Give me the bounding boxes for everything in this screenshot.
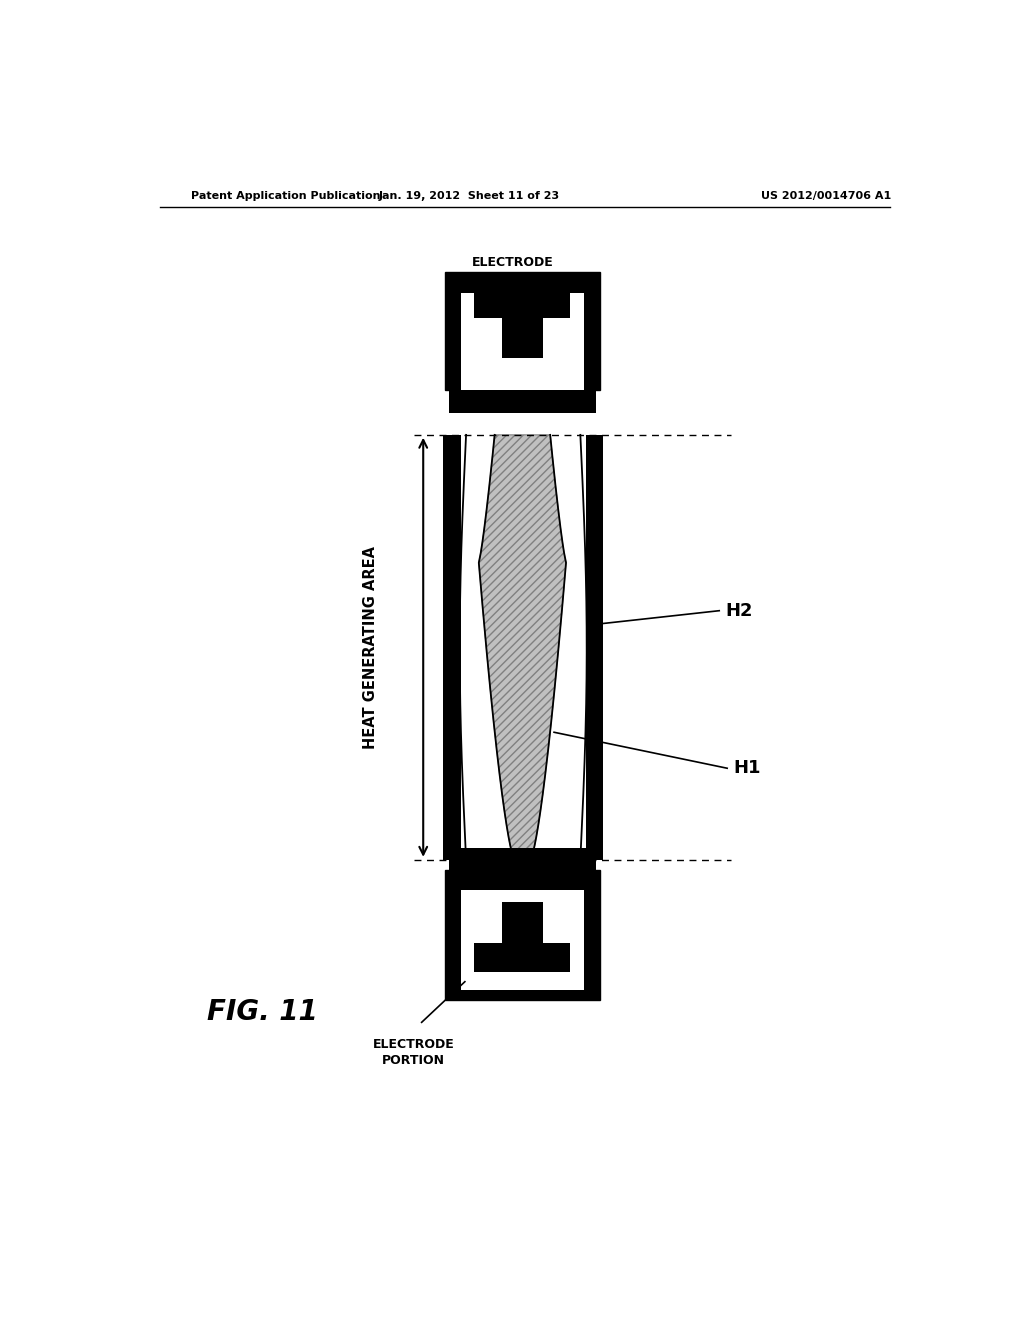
Bar — [502, 318, 544, 358]
Bar — [449, 385, 596, 412]
Bar — [461, 890, 584, 990]
Bar — [445, 272, 600, 391]
Text: Jan. 19, 2012  Sheet 11 of 23: Jan. 19, 2012 Sheet 11 of 23 — [379, 191, 560, 201]
Text: HEAT GENERATING AREA: HEAT GENERATING AREA — [362, 545, 378, 748]
Text: ELECTRODE
PORTION: ELECTRODE PORTION — [472, 256, 554, 285]
Text: US 2012/0014706 A1: US 2012/0014706 A1 — [761, 191, 892, 201]
Text: H2: H2 — [726, 602, 753, 619]
Bar — [461, 293, 584, 391]
Bar — [445, 870, 600, 1001]
Text: Patent Application Publication: Patent Application Publication — [191, 191, 381, 201]
Bar — [443, 434, 461, 859]
Bar — [449, 847, 596, 870]
Bar — [502, 902, 544, 942]
Polygon shape — [479, 434, 566, 859]
Text: H1: H1 — [733, 759, 761, 777]
Bar — [474, 290, 570, 318]
Text: ELECTRODE
PORTION: ELECTRODE PORTION — [373, 1038, 455, 1067]
Bar — [461, 434, 586, 859]
Bar — [586, 434, 603, 859]
Bar — [474, 942, 570, 972]
Text: FIG. 11: FIG. 11 — [207, 998, 318, 1026]
